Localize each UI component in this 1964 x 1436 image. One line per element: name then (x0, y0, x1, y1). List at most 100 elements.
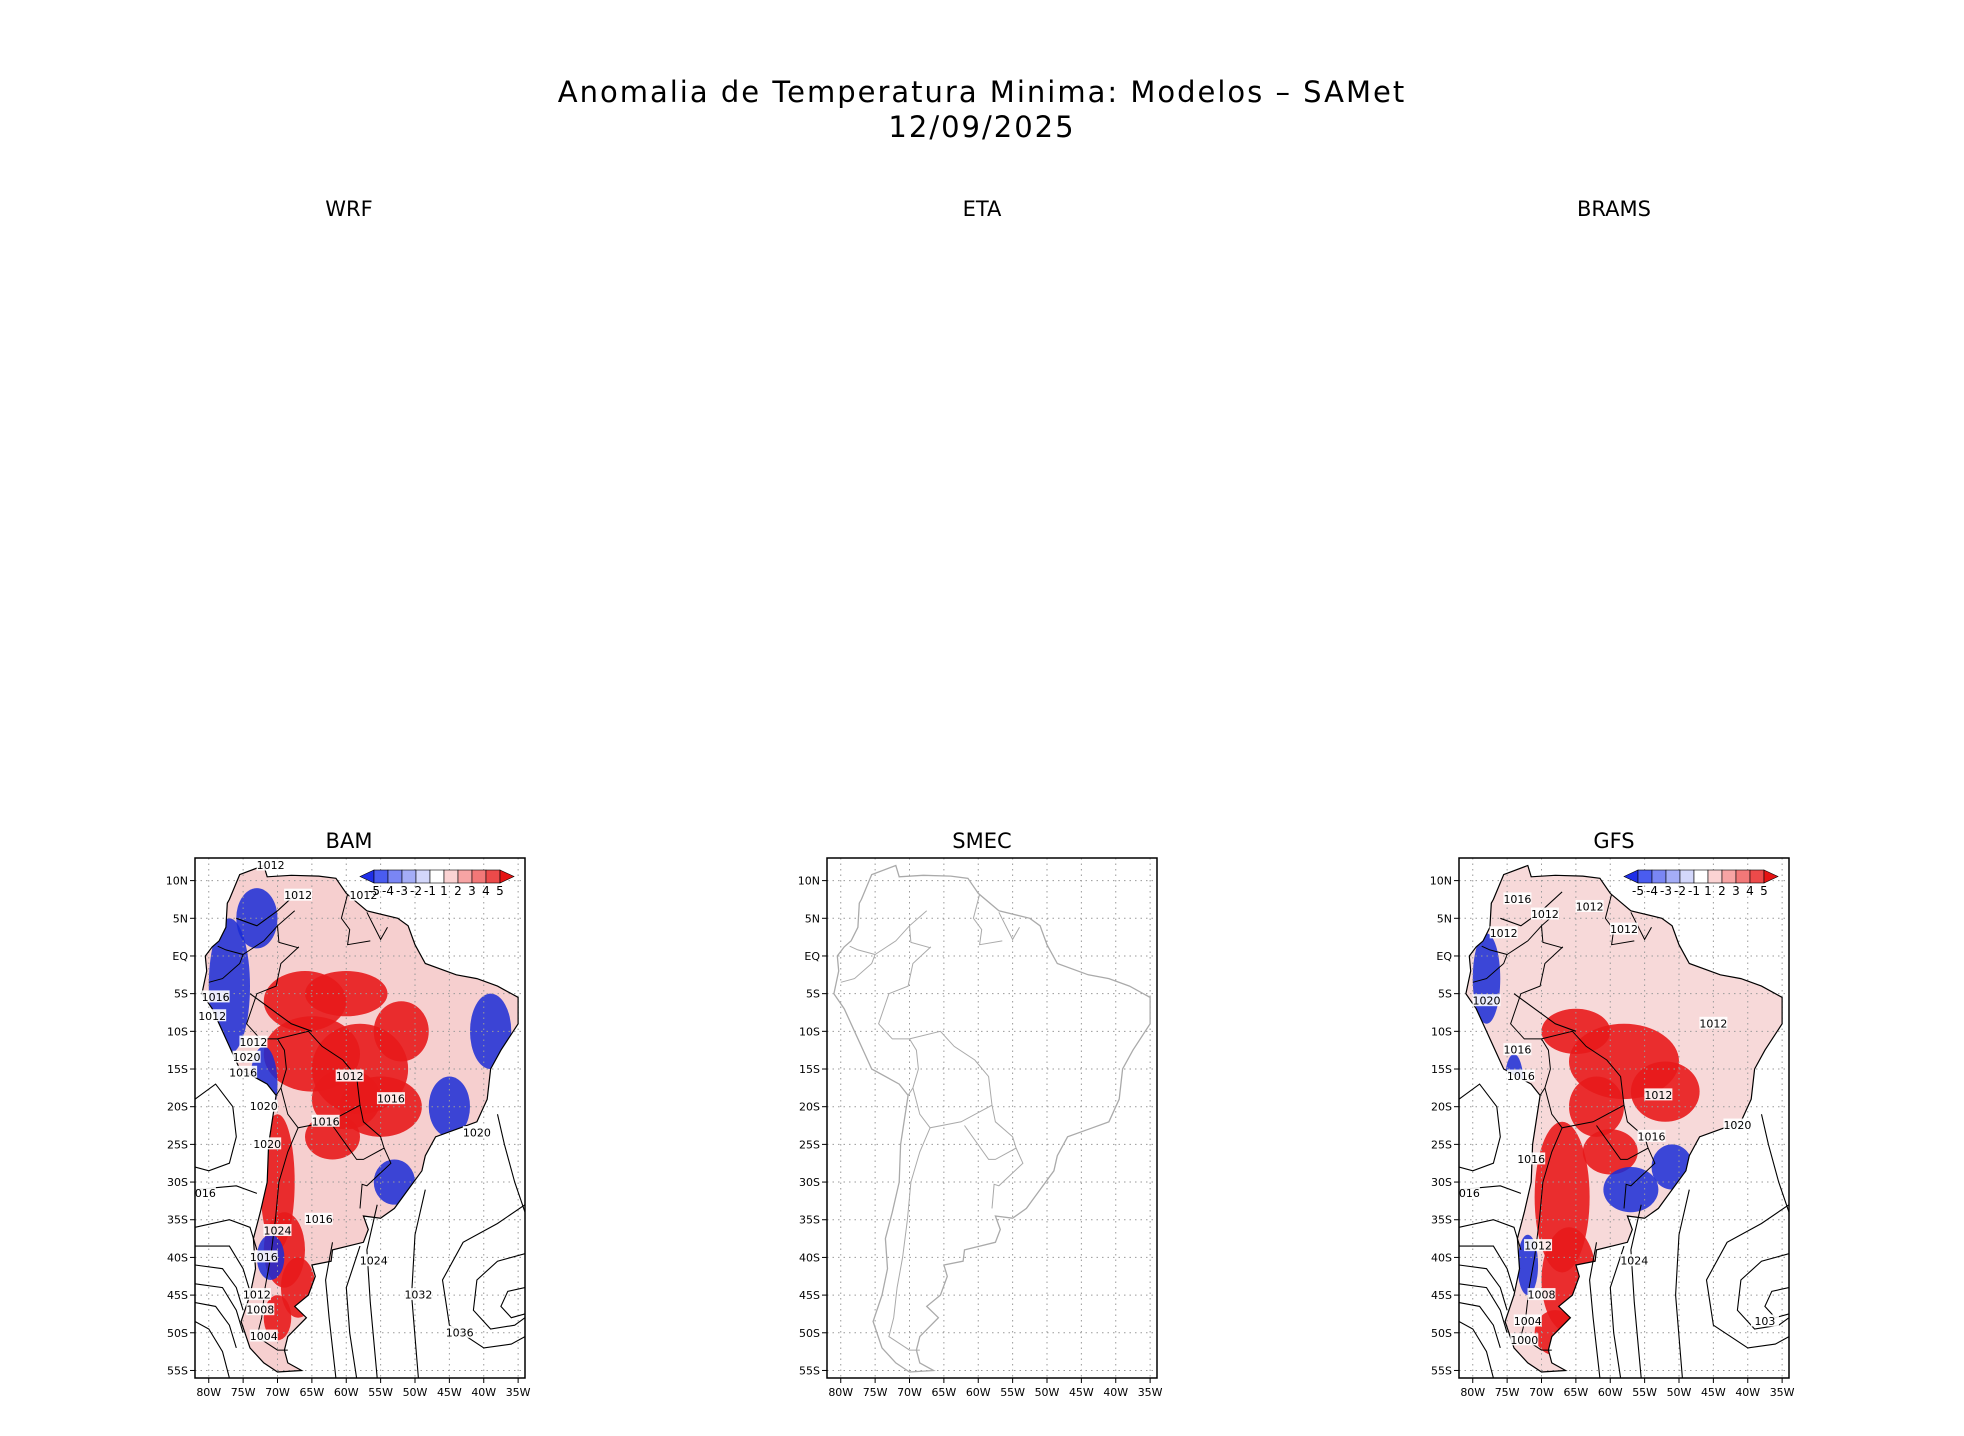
isobar-label: 1016 (1503, 893, 1531, 906)
colorbar-arrow-low (359, 869, 375, 884)
colorbar-label: 1 (1704, 884, 1712, 898)
colorbar-label: -5 (1632, 884, 1644, 898)
isobar-line (1630, 1204, 1642, 1378)
colorbar-swatch (1637, 869, 1653, 884)
isobar-line (1675, 1189, 1690, 1378)
y-tick-label: 25S (799, 1138, 820, 1151)
isobar-label-bg (335, 1069, 364, 1082)
isobar-label: 1016 (1517, 1153, 1545, 1166)
country-border (277, 1030, 361, 1129)
y-tick-label: 20S (1431, 1101, 1452, 1114)
panel-title-wrf: WRF (325, 197, 373, 221)
colorbar-label: -1 (1688, 884, 1700, 898)
y-tick-label: 5S (806, 988, 820, 1001)
pressure-contours: 1012 1012 1012 1016 1012 1012 1020 1016 1012 1020… (188, 858, 525, 1378)
isobar-label-bg (249, 1329, 278, 1342)
isobar-line (1459, 1083, 1501, 1172)
isobar-label: 1016 (188, 1187, 216, 1200)
country-border (998, 912, 1020, 941)
isobar-label: 1012 (198, 1010, 226, 1023)
y-tick-label: 55S (1431, 1364, 1452, 1377)
isobar-label-bg (359, 1254, 388, 1267)
isobar-label-bg (1637, 1129, 1666, 1142)
isobar-label: 1024 (264, 1225, 292, 1238)
colorbar-swatch (1665, 869, 1681, 884)
figure-date: 12/09/2025 (888, 110, 1076, 144)
isobar-label: 1020 (1723, 1119, 1751, 1132)
isobar-label: 1016 (1452, 1187, 1480, 1200)
warm-anomaly-area (305, 971, 388, 1017)
y-tick-label: 20S (799, 1101, 820, 1114)
x-tick-label: 75W (231, 1386, 256, 1399)
isobar-label-bg (263, 1224, 292, 1237)
isobar-label: 1012 (1610, 923, 1638, 936)
y-tick-label: 15S (1431, 1063, 1452, 1076)
y-tick-label: 10N (798, 875, 820, 888)
isobar-label-bg (1750, 1314, 1779, 1327)
country-border (366, 912, 388, 941)
country-border (1539, 1038, 1551, 1096)
isobar-label-bg (239, 1035, 268, 1048)
isobar-label-bg (1459, 1186, 1480, 1199)
colorbar-label: -4 (382, 884, 394, 898)
y-tick-label: 15S (799, 1063, 820, 1076)
isobar-label-bg (304, 1212, 333, 1225)
isobar-line (1589, 1242, 1601, 1378)
colorbar-arrow-high (499, 869, 515, 884)
y-tick-label: 25S (1431, 1138, 1452, 1151)
colorbar-label: 2 (454, 884, 462, 898)
isobar-line (411, 1189, 426, 1378)
x-tick-label: 75W (1495, 1386, 1520, 1399)
smec-map-panel: 80W 75W 70W 65W 60W 55W 50W 45W 40W 35W 10N 5N EQ 5S 1… (798, 857, 1163, 1399)
isobar-label-bg (1644, 1088, 1673, 1101)
x-tick-label: 75W (863, 1386, 888, 1399)
isobar-label: 1000 (1510, 1334, 1538, 1347)
country-border (340, 894, 371, 946)
isobar-label: 1012 (239, 1036, 267, 1049)
isobar-label-bg (1699, 1016, 1728, 1029)
isobar-line (195, 1321, 230, 1378)
isobar-line (1705, 1204, 1789, 1349)
x-tick-label: 60W (334, 1386, 359, 1399)
isobar-label-bg (249, 1250, 278, 1263)
y-tick-label: 40S (799, 1251, 820, 1264)
isobar-line (345, 1245, 361, 1378)
country-border (874, 925, 910, 955)
isobar-label: 1020 (253, 1138, 281, 1151)
isobar-label: 1036 (446, 1326, 474, 1339)
y-tick-label: EQ (804, 950, 820, 963)
x-tick-label: 35W (1138, 1386, 1163, 1399)
pressure-contours: 1016101210121012101210201016101610121012… (1452, 891, 1789, 1378)
cold-anomaly-area (1603, 1166, 1659, 1213)
y-tick-label: 5N (173, 912, 188, 925)
isobar-label: 1004 (250, 1330, 278, 1343)
coastline (833, 864, 1151, 1373)
x-tick-label: 45W (1069, 1386, 1094, 1399)
y-tick-label: 10N (1430, 875, 1452, 888)
isobar-line (496, 1114, 525, 1213)
x-tick-label: 50W (403, 1386, 428, 1399)
x-tick-label: 65W (1563, 1386, 1588, 1399)
colorbar-label: -2 (410, 884, 422, 898)
isobar-label-bg (1620, 1254, 1649, 1267)
country-border (840, 945, 876, 983)
y-tick-label: 55S (167, 1364, 188, 1377)
isobar-label: 1012 (349, 889, 377, 902)
country-border (1510, 946, 1564, 1040)
isobar-line (441, 1204, 525, 1349)
country-border (909, 1030, 993, 1129)
x-tick-label: 45W (437, 1386, 462, 1399)
isobar-label-bg (1510, 1333, 1539, 1346)
isobar-label-bg (1524, 1239, 1553, 1252)
map-gridlines (827, 858, 1157, 1378)
isobar-label: 1024 (360, 1255, 388, 1268)
y-tick-label: 55S (799, 1364, 820, 1377)
x-tick-label: 40W (471, 1386, 496, 1399)
colorbar-label: -2 (1674, 884, 1686, 898)
map-frame (826, 857, 1158, 1379)
isobar-label-bg (246, 1303, 275, 1316)
y-tick-label: 10S (799, 1025, 820, 1038)
isobar-label: 1016 (1503, 1044, 1531, 1057)
isobar-label-bg (1723, 1118, 1752, 1131)
country-border (359, 1147, 392, 1209)
